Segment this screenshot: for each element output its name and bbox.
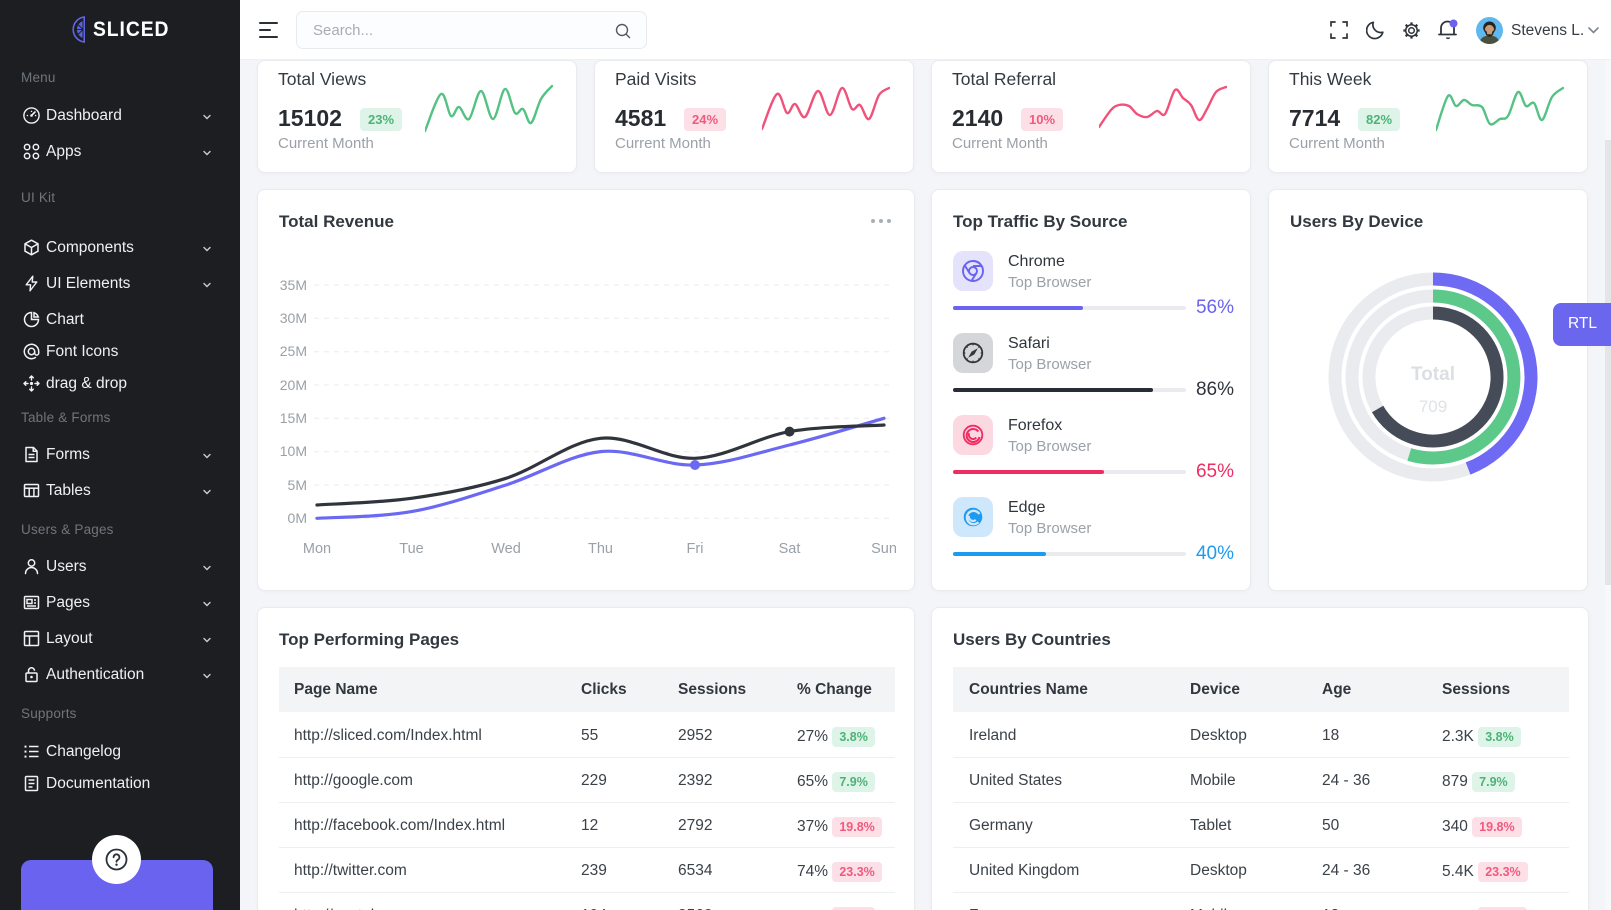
svg-text:20M: 20M bbox=[280, 377, 307, 393]
svg-text:30M: 30M bbox=[280, 310, 307, 326]
svg-text:Tue: Tue bbox=[399, 541, 423, 557]
svg-text:5M: 5M bbox=[288, 477, 307, 493]
svg-text:0M: 0M bbox=[288, 510, 307, 526]
svg-text:10M: 10M bbox=[280, 443, 307, 459]
svg-text:15M: 15M bbox=[280, 410, 307, 426]
svg-text:709: 709 bbox=[1419, 397, 1447, 416]
svg-text:Wed: Wed bbox=[491, 541, 521, 557]
svg-text:25M: 25M bbox=[280, 343, 307, 359]
svg-text:Thu: Thu bbox=[588, 541, 613, 557]
svg-text:Total: Total bbox=[1411, 364, 1455, 385]
svg-text:35M: 35M bbox=[280, 277, 307, 293]
svg-text:Fri: Fri bbox=[687, 541, 704, 557]
svg-text:Sun: Sun bbox=[871, 541, 897, 557]
svg-text:Sat: Sat bbox=[779, 541, 801, 557]
svg-text:Mon: Mon bbox=[303, 541, 331, 557]
